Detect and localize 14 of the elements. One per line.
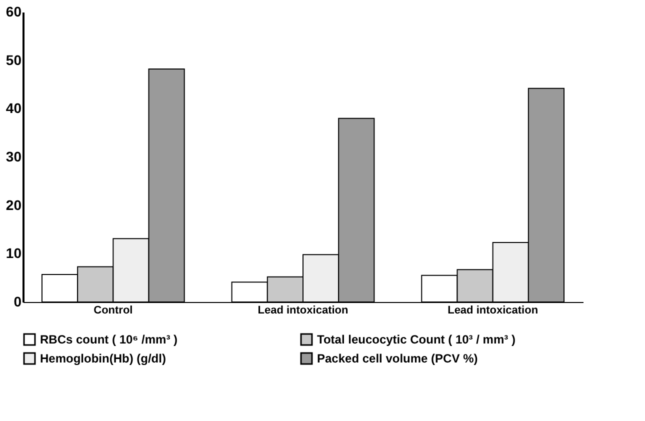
x-tick-label: Lead intoxication [448,304,538,316]
legend-label: Total leucocytic Count ( 10³ / mm³ ) [317,332,516,347]
y-tick-label: 20 [6,196,22,213]
x-tick-label: Lead intoxication [258,304,348,316]
y-tick-label: 50 [6,52,22,68]
legend-label: Packed cell volume (PCV %) [317,352,478,366]
x-tick-label: Control [94,304,133,316]
y-tick-label: 60 [6,4,22,20]
y-tick-label: 40 [6,100,22,116]
y-tick-label: 30 [6,148,22,164]
legend-label: Hemoglobin(Hb) (g/dl) [40,352,166,366]
legend-label: RBCs count ( 10⁶ /mm³ ) [40,332,178,347]
y-tick-label: 10 [6,245,22,262]
y-tick-label: 0 [14,294,22,310]
